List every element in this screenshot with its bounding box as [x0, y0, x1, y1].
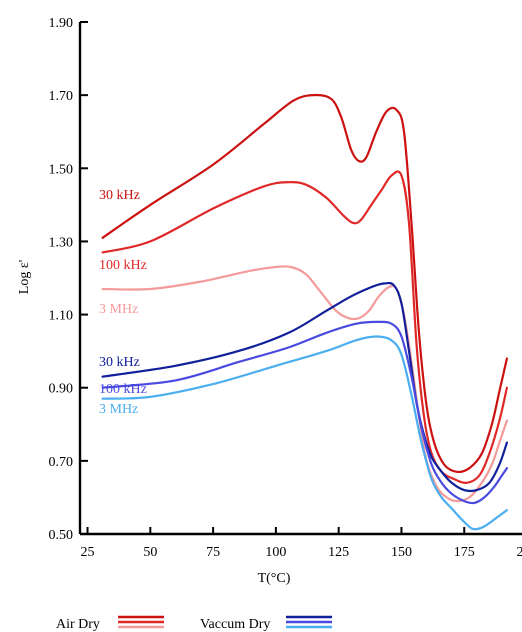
plot-lines	[101, 93, 508, 531]
series-line-0	[101, 93, 508, 474]
y-tick-label: 0.90	[49, 382, 74, 397]
y-tick-label: 1.90	[49, 16, 74, 31]
series-label: 30 kHz	[99, 188, 140, 203]
x-tick-label: 150	[391, 545, 412, 560]
x-tick-label: 75	[206, 545, 220, 560]
series-line-5	[101, 335, 508, 531]
series-line-1	[101, 170, 508, 484]
y-tick-label: 0.70	[49, 455, 74, 470]
series-line-2	[101, 265, 508, 503]
series-line-4	[101, 320, 508, 505]
series-label: 3 MHz	[99, 302, 138, 317]
y-tick-label: 1.30	[49, 235, 74, 250]
series-label: 3 MHz	[99, 402, 138, 417]
legend: Air Dry Vaccum Dry	[56, 615, 332, 632]
x-tick-label: 125	[328, 545, 349, 560]
series-label: 100 kHz	[99, 258, 147, 273]
x-axis-label: T(°C)	[258, 571, 291, 586]
x-tick-label: 50	[143, 545, 157, 560]
series-label: 30 kHz	[99, 355, 140, 370]
series-label: 100 kHz	[99, 382, 147, 397]
y-axis-label: Log ε'	[17, 260, 32, 294]
legend-label: Vaccum Dry	[200, 617, 270, 632]
series-labels: 30 kHz 100 kHz 3 MHz 30 kHz 100 kHz 3 MHz	[99, 188, 147, 417]
series-line-3	[101, 281, 508, 493]
y-tick-label: 1.10	[49, 309, 74, 324]
x-tick-label: 100	[265, 545, 286, 560]
x-tick-label: 200	[517, 545, 522, 560]
x-tick-label: 175	[454, 545, 475, 560]
legend-label: Air Dry	[56, 617, 100, 632]
x-tick-label: 25	[81, 545, 95, 560]
y-tick-label: 1.50	[49, 162, 74, 177]
y-tick-label: 1.70	[49, 89, 74, 104]
y-tick-label: 0.50	[49, 528, 74, 543]
axes: 0.50 0.70 0.90 1.10 1.30 1.50 1.70 1.90 25 50 75 10…	[49, 16, 522, 560]
